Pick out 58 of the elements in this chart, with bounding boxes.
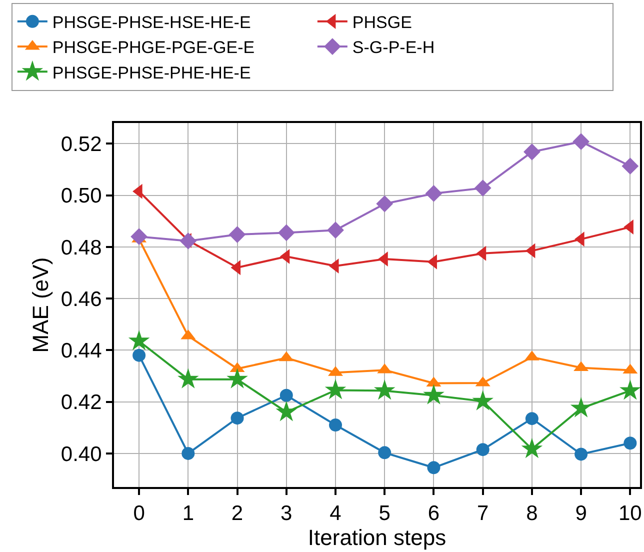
point [180, 232, 197, 250]
legend-label: PHSGE-PHSE-HSE-HE-E [52, 13, 251, 32]
point [423, 384, 444, 404]
point [228, 226, 246, 243]
point [474, 180, 492, 197]
y-tick-label: 0.44 [60, 340, 102, 363]
point [525, 412, 538, 426]
y-axis-title: MAE (eV) [28, 257, 54, 353]
point [521, 438, 543, 458]
point [570, 397, 592, 418]
point [128, 330, 150, 350]
y-tick-label: 0.52 [60, 133, 102, 156]
point [280, 388, 293, 402]
point [132, 348, 146, 362]
y-tick-label: 0.48 [60, 236, 102, 260]
point [130, 228, 148, 246]
point [327, 222, 344, 239]
point [620, 380, 640, 400]
x-tick-label: 0 [133, 502, 145, 526]
point [524, 143, 540, 160]
x-tick-label: 3 [280, 502, 292, 526]
point [230, 412, 244, 425]
y-tick-label: 0.42 [60, 391, 102, 414]
x-tick-label: 2 [231, 502, 244, 526]
x-tick-label: 9 [575, 502, 587, 526]
point [472, 390, 494, 410]
legend-label: PHSGE-PHSE-PHE-HE-E [52, 63, 251, 82]
x-tick-label: 5 [378, 502, 390, 526]
legend-label: PHSGE-PHGE-PGE-GE-E [52, 38, 255, 58]
legend-label: PHSGE [352, 13, 412, 32]
point [374, 380, 396, 400]
point [329, 418, 342, 432]
point [574, 448, 588, 461]
x-tick-label: 7 [476, 502, 489, 526]
x-tick-label: 6 [428, 502, 440, 526]
point [622, 158, 639, 175]
point [425, 185, 442, 202]
point [624, 436, 637, 450]
point [178, 368, 199, 388]
x-tick-label: 1 [182, 502, 194, 526]
y-tick-label: 0.46 [60, 288, 102, 311]
point [278, 224, 295, 242]
x-tick-label: 10 [618, 502, 642, 526]
point [427, 461, 440, 474]
y-tick-label: 0.50 [60, 184, 102, 208]
y-tick-label: 0.40 [60, 442, 102, 466]
point [226, 368, 248, 388]
point [378, 446, 392, 460]
point [276, 400, 298, 422]
x-axis-title: Iteration steps [308, 525, 446, 550]
point [324, 378, 346, 400]
point [182, 446, 195, 460]
point [572, 133, 590, 150]
point [376, 195, 394, 212]
x-tick-label: 8 [526, 502, 538, 526]
legend-label: S-G-P-E-H [352, 38, 435, 58]
x-tick-label: 4 [330, 502, 342, 526]
point [476, 443, 490, 456]
